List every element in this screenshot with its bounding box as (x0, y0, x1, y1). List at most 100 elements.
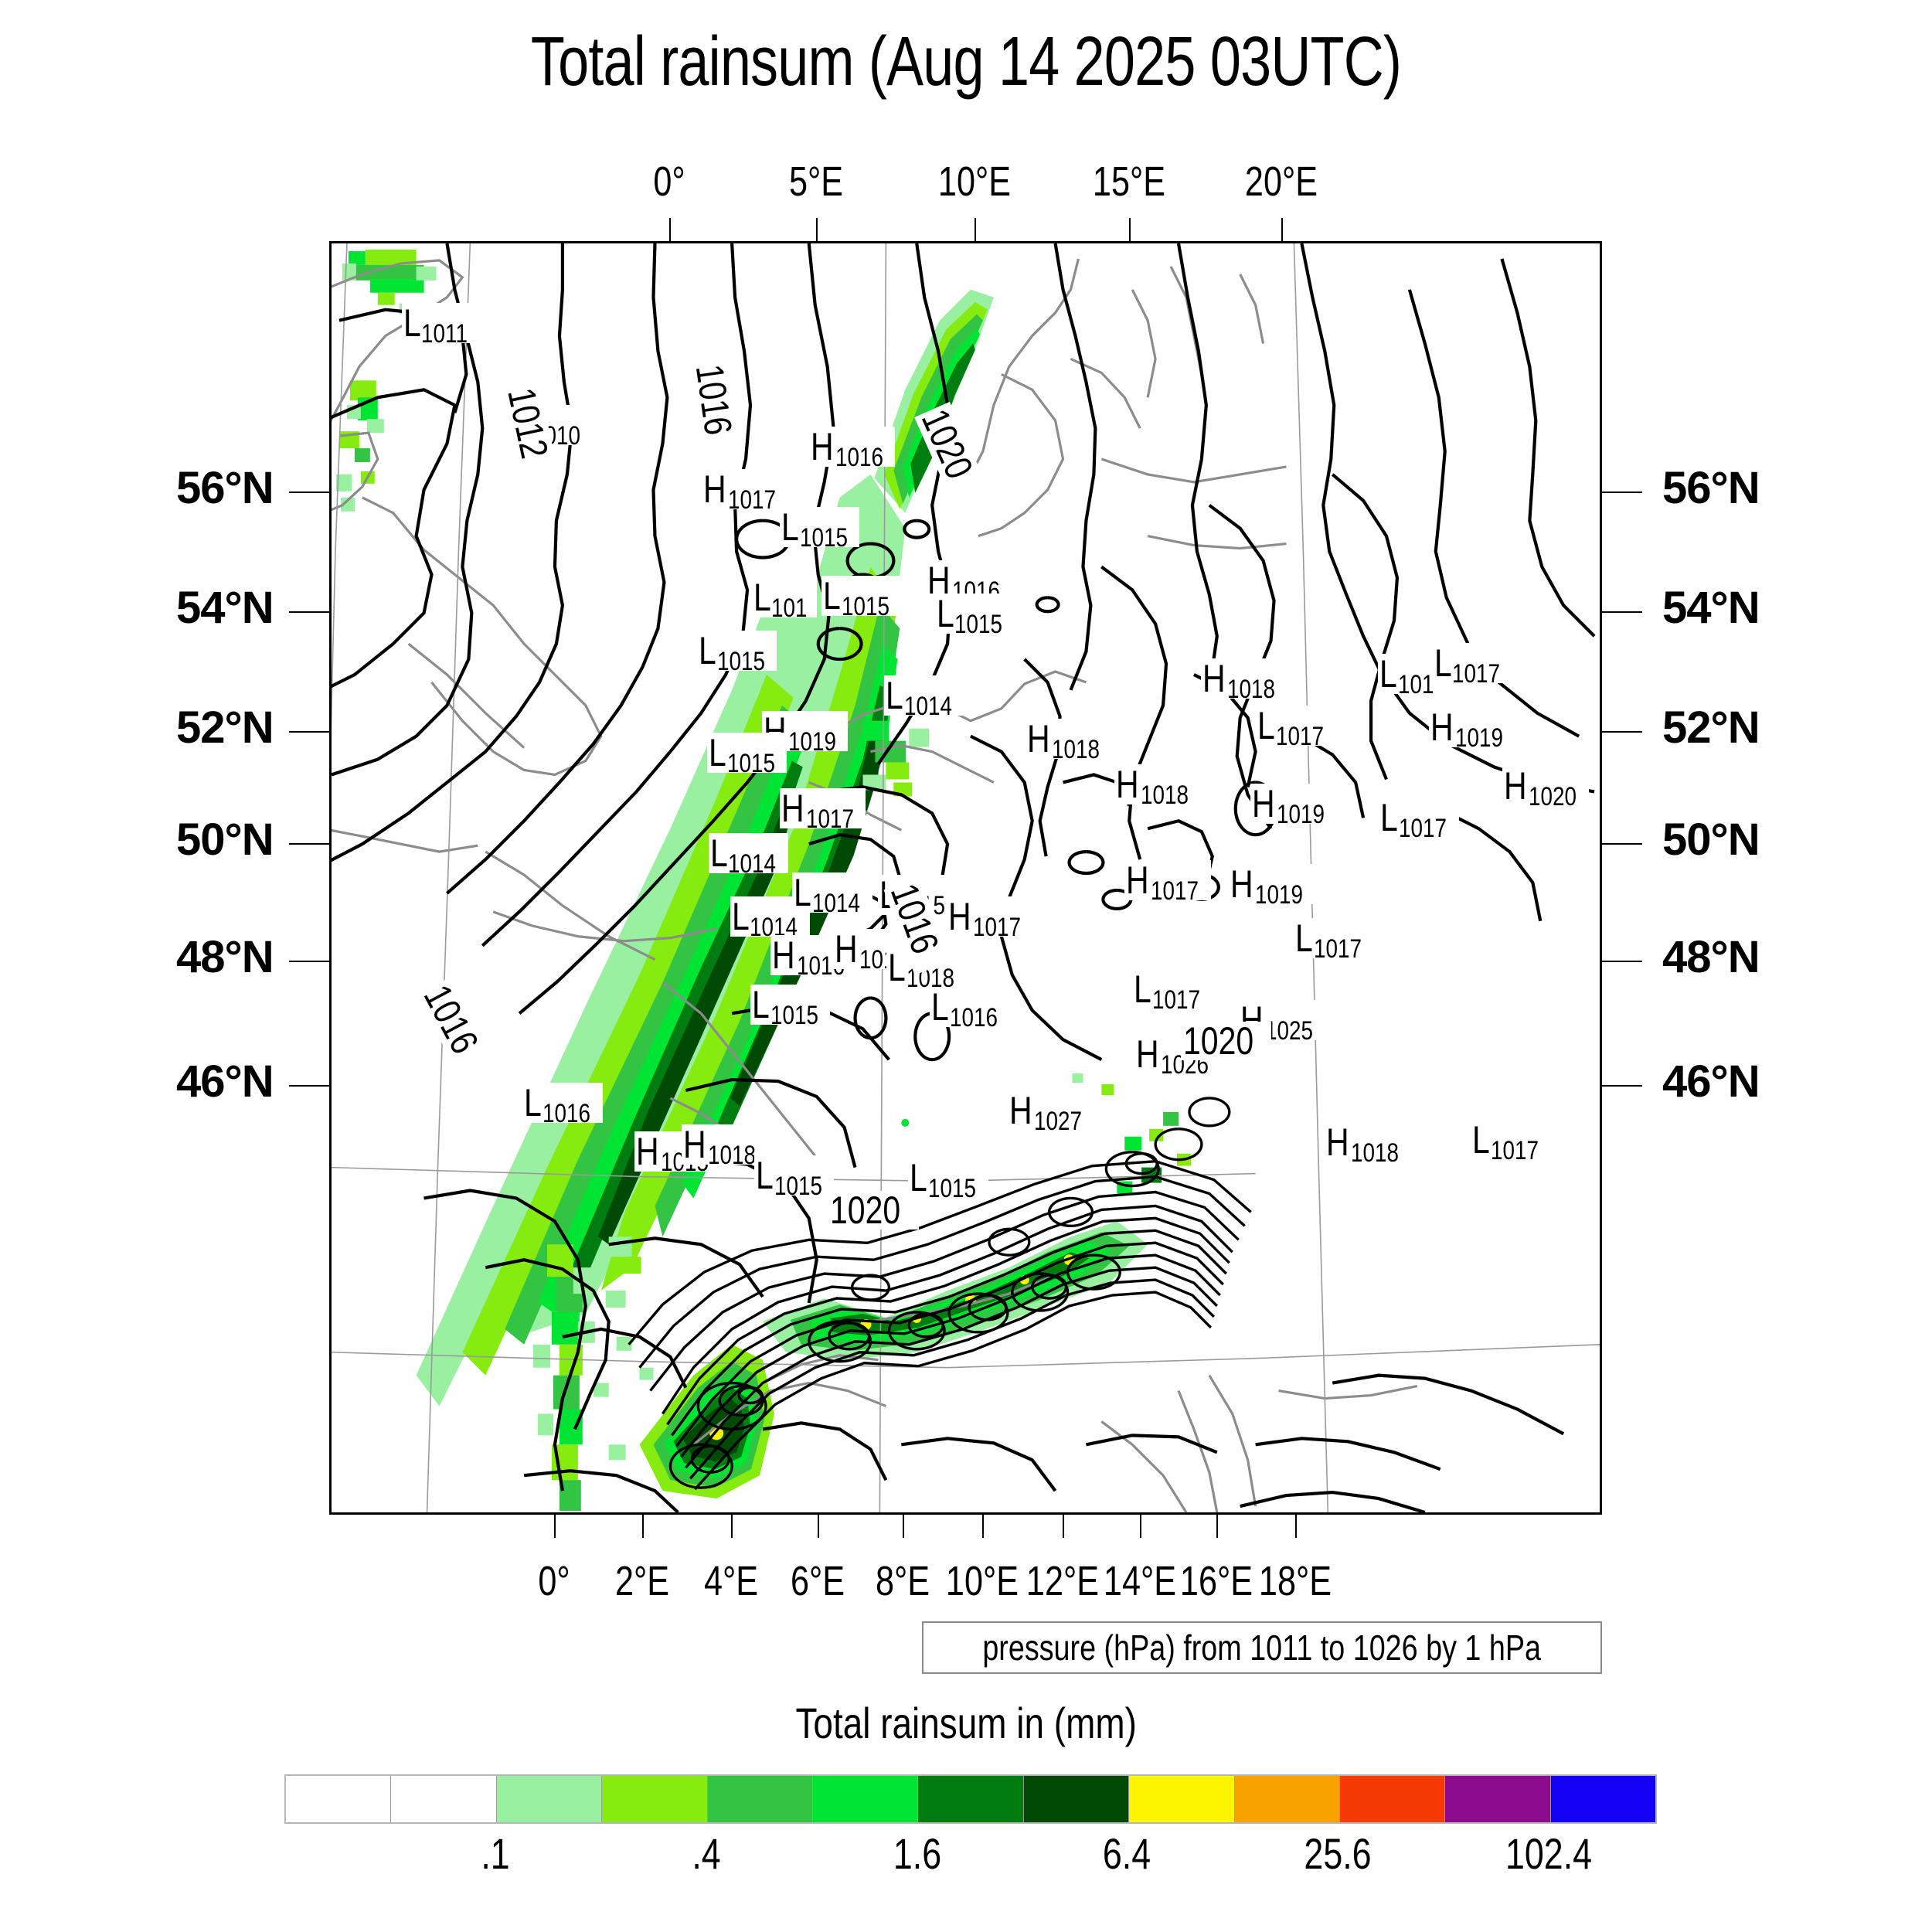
isobar-value-label: 1020 (1180, 1021, 1271, 1060)
lon-tick-bottom: 8°E (875, 1558, 930, 1604)
pressure-center-value: 1027 (1033, 1106, 1082, 1136)
lon-tick-bottom: 0° (538, 1558, 570, 1604)
lat-tickmark-right (1602, 731, 1642, 733)
pressure-center-value: 1014 (728, 849, 777, 879)
pressure-center-value: 1017 (1399, 813, 1447, 843)
lat-tickmark-right (1602, 843, 1642, 845)
lon-tickmark-bottom (903, 1515, 904, 1538)
lat-tick-right: 46°N (1662, 1056, 1760, 1107)
pressure-center-value: 1015 (770, 1001, 818, 1031)
pressure-center-type: L (1295, 917, 1313, 961)
pressure-center-value: 1017 (1490, 1135, 1539, 1165)
lat-tick-left: 48°N (176, 932, 274, 982)
pressure-center-label: H1017 (702, 468, 789, 513)
pressure-center-value: 1015 (716, 646, 765, 676)
pressure-center-label: H1018 (1200, 657, 1287, 705)
lat-tickmark-left (289, 611, 329, 613)
pressure-center-value: 1018 (1227, 675, 1276, 705)
pressure-center-value: 1014 (812, 889, 861, 919)
pressure-center-label: H1018 (1025, 718, 1112, 763)
pressure-center-value: 1019 (1454, 723, 1503, 753)
colorbar-title-text: Total rainsum in (mm) (795, 1699, 1137, 1747)
colorbar-tick: 102.4 (1505, 1829, 1592, 1878)
pressure-center-type: H (1009, 1088, 1032, 1132)
pressure-center-type: L (936, 592, 954, 636)
lat-tickmark-left (289, 961, 329, 962)
pressure-center-type: L (1257, 704, 1275, 748)
pressure-legend-text: pressure (hPa) from 1011 to 1026 by 1 hP… (982, 1628, 1542, 1668)
pressure-center-type: H (834, 927, 858, 971)
pressure-center-type: H (1202, 657, 1226, 701)
pressure-center-type: L (524, 1081, 542, 1125)
pressure-center-type: L (731, 895, 750, 939)
pressure-center-type: H (1230, 862, 1253, 906)
colorbar-tick: 1.6 (893, 1829, 941, 1878)
lat-tick-right: 50°N (1662, 815, 1760, 865)
pressure-center-value: 1019 (787, 726, 836, 757)
pressure-center-label: L1015 (821, 576, 902, 620)
lon-tick-bottom: 12°E (1026, 1558, 1100, 1604)
pressure-center-type: L (1379, 651, 1397, 696)
lat-tick-left: 50°N (176, 815, 274, 865)
pressure-center-type: H (1430, 705, 1454, 749)
pressure-center-label: L101 (1377, 651, 1444, 698)
lat-tickmark-left (289, 843, 329, 845)
pressure-center-value: 1016 (835, 443, 883, 473)
pressure-center-value: 1015 (954, 610, 1003, 640)
pressure-center-label: L1017 (1432, 641, 1513, 687)
pressure-center-label: L1014 (883, 675, 964, 719)
pressure-center-type: H (927, 559, 951, 603)
pressure-center-type: L (753, 575, 771, 619)
pressure-contour-legend: pressure (hPa) from 1011 to 1026 by 1 hP… (922, 1621, 1602, 1674)
pressure-center-label: H1018 (1114, 763, 1201, 808)
pressure-center-value: 1018 (1350, 1138, 1399, 1168)
lon-tickmark-top (816, 218, 818, 241)
lon-tickmark-bottom (818, 1515, 819, 1538)
pressure-center-label: H1019 (1250, 783, 1337, 828)
pressure-center-value: 1017 (1151, 876, 1199, 906)
isobar-value-text: 1016 (687, 361, 740, 437)
pressure-center-type: H (1115, 763, 1139, 807)
lon-tick-top: 10°E (937, 158, 1012, 205)
pressure-center-value: 1011 (421, 319, 468, 349)
pressure-center-value: 1020 (1529, 781, 1577, 811)
lon-tickmark-bottom (1063, 1515, 1064, 1538)
pressure-center-type: H (1126, 858, 1149, 902)
pressure-center-label: L1015 (753, 1155, 835, 1199)
pressure-center-type: L (931, 985, 949, 1029)
lon-tickmark-top (975, 218, 976, 241)
pressure-center-label: L1015 (750, 985, 831, 1029)
colorbar-tick: .1 (481, 1829, 510, 1878)
colorbar-segment (1445, 1776, 1551, 1822)
colorbar-segment (602, 1776, 708, 1822)
precipitation-field (335, 249, 1191, 1512)
pressure-center-label: L101 (751, 575, 818, 621)
pressure-center-label: H1017 (946, 896, 1033, 940)
lat-tick-right: 54°N (1662, 583, 1760, 633)
colorbar-segment (496, 1776, 603, 1822)
pressure-center-label: H1027 (1007, 1088, 1094, 1136)
pressure-center-type: L (1434, 641, 1452, 685)
pressure-center-label: L1016 (930, 985, 1010, 1031)
pressure-center-label: L1015 (908, 1158, 988, 1202)
pressure-center-label: H1018 (1324, 1122, 1411, 1166)
pressure-center-type: L (781, 505, 799, 549)
pressure-center-value: 1017 (1151, 985, 1200, 1015)
colorbar-title: Total rainsum in (mm) (0, 1700, 1932, 1747)
pressure-center-value: 1017 (1452, 659, 1501, 689)
pressure-center-type: H (1136, 1032, 1159, 1077)
page-title: Total rainsum (Aug 14 2025 03UTC) (530, 23, 1402, 100)
colorbar-tick-labels: .1 .4 1.6 6.4 25.6 102.4 (284, 1832, 1654, 1901)
pressure-center-label: L1017 (1255, 704, 1336, 750)
lon-tick-bottom: 10°E (945, 1558, 1019, 1604)
pressure-center-type: L (1472, 1117, 1490, 1162)
pressure-center-type: L (794, 871, 812, 915)
lon-tickmark-bottom (642, 1515, 644, 1538)
pressure-center-label: H1018 (681, 1124, 768, 1168)
pressure-center-type: H (772, 933, 795, 977)
lat-tick-right: 52°N (1662, 702, 1760, 753)
colorbar-segment (1550, 1776, 1656, 1822)
pressure-center-label: L1017 (1471, 1117, 1551, 1164)
lon-tick-bottom: 14°E (1103, 1558, 1177, 1604)
lat-tickmark-right (1602, 1085, 1642, 1087)
